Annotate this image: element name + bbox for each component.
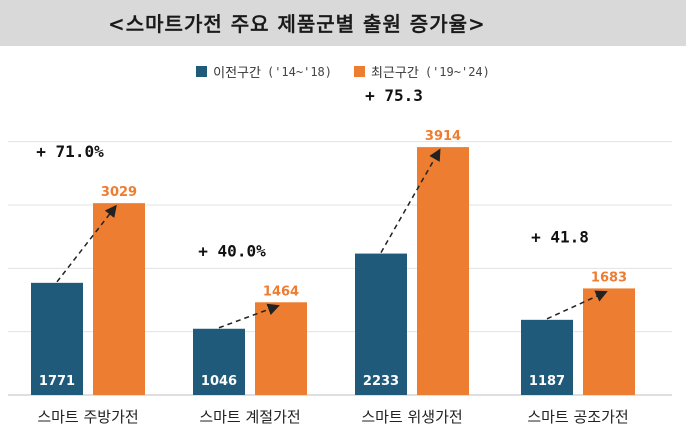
bar-previous	[355, 253, 407, 395]
growth-arrow	[56, 204, 117, 283]
legend-swatch-previous	[196, 66, 208, 77]
legend-item-recent: 최근구간 ('19~'24)	[354, 62, 490, 81]
data-label-previous: 2233	[363, 374, 399, 389]
data-label-recent: 3029	[101, 185, 137, 200]
legend-label-previous: 이전구간	[213, 66, 261, 81]
data-label-previous: 1771	[39, 374, 75, 389]
category-label: 스마트 계절가전	[199, 408, 300, 426]
legend-label-recent: 최근구간	[371, 66, 419, 81]
legend: 이전구간 ('14~'18) 최근구간 ('19~'24)	[0, 62, 686, 81]
category-label: 스마트 위생가전	[361, 408, 462, 426]
growth-label: + 75.3	[365, 86, 423, 105]
legend-period-previous: ('14~'18)	[266, 64, 332, 79]
category-label: 스마트 주방가전	[37, 408, 138, 426]
data-label-recent: 3914	[425, 129, 461, 144]
bar-previous	[193, 328, 245, 395]
category-label: 스마트 공조가전	[527, 408, 628, 426]
growth-arrow	[546, 290, 608, 320]
growth-label: + 71.0%	[36, 142, 104, 161]
data-label-recent: 1464	[263, 284, 299, 299]
growth-arrow	[380, 148, 441, 253]
data-label-previous: 1046	[201, 374, 237, 389]
growth-arrow	[218, 303, 280, 329]
chart-title: <스마트가전 주요 제품군별 출원 증가율>	[108, 12, 486, 36]
data-label-previous: 1187	[529, 374, 565, 389]
legend-item-previous: 이전구간 ('14~'18)	[196, 62, 332, 81]
title-bar: <스마트가전 주요 제품군별 출원 증가율>	[0, 0, 686, 46]
bar-recent	[417, 147, 469, 395]
bar-previous	[521, 319, 573, 395]
legend-swatch-recent	[354, 66, 365, 77]
bar-recent	[583, 288, 635, 395]
growth-label: + 41.8	[531, 227, 589, 246]
bar-recent	[255, 302, 307, 395]
legend-period-recent: ('19~'24)	[424, 64, 490, 79]
data-label-recent: 1683	[591, 270, 627, 285]
growth-label: + 40.0%	[198, 241, 266, 260]
bar-recent	[93, 203, 145, 395]
bar-previous	[31, 282, 83, 395]
